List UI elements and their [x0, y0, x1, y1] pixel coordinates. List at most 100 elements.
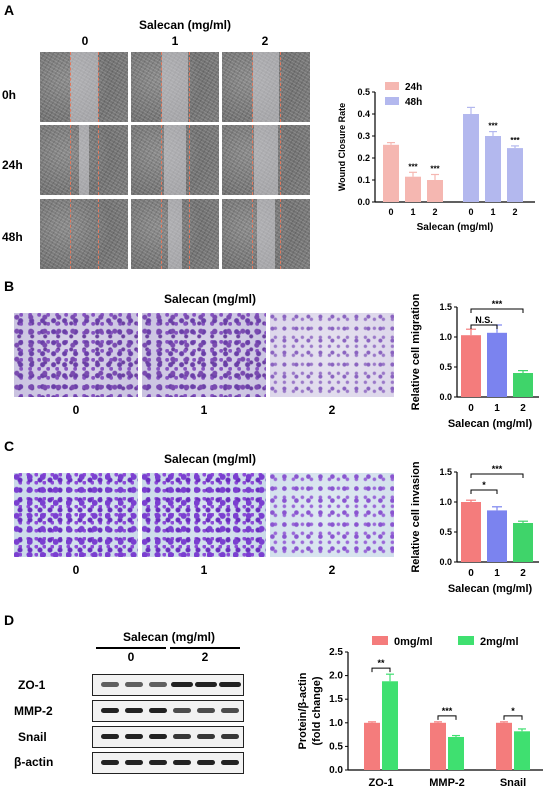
wound-gap	[257, 199, 275, 269]
wound-edge-line	[252, 199, 253, 269]
significance-label: ***	[510, 136, 520, 145]
legend-swatch-2mg/ml	[458, 636, 474, 645]
migration-image-0	[14, 313, 138, 397]
y-tick-label: 1.5	[439, 302, 452, 312]
panel-a-row-24h: 24h	[2, 158, 23, 172]
panel-a-header: Salecan (mg/ml)	[138, 18, 232, 32]
legend-label-2mg/ml: 2mg/ml	[480, 636, 519, 648]
panel-c-col-1: 1	[200, 563, 208, 577]
panel-a-col-0: 0	[81, 34, 89, 48]
wound-gap	[164, 125, 186, 195]
x-tick-label: 1	[494, 568, 500, 579]
y-tick-label: 1.0	[439, 497, 452, 507]
wound-closure-chart: 0.0 0.1 0.2 0.3 0.4 0.5 Wound Closure Rate Sale…	[337, 82, 535, 233]
group-0-label: 0	[127, 650, 135, 664]
wound-edge-line	[280, 52, 281, 122]
significance-bracket	[470, 489, 498, 494]
wound-image-r0-c2	[222, 52, 310, 122]
panel-a-row-0h: 0h	[2, 88, 17, 102]
panel-label-a: A	[4, 2, 15, 18]
wound-edge-line	[189, 199, 190, 269]
protein-label-snail: Snail	[18, 730, 47, 744]
blot-band	[101, 708, 119, 713]
y-axis-title: Relative cell migration	[410, 293, 422, 410]
wound-edge-line	[161, 52, 162, 122]
blot-band	[149, 734, 167, 739]
wound-image-r2-c0	[40, 199, 128, 269]
panel-label-b: B	[4, 278, 15, 294]
x-tick-label: 2	[520, 568, 526, 579]
bar-Snail-2mg/ml	[514, 731, 530, 770]
wound-image-r2-c1	[131, 199, 219, 269]
blot-strip-snail	[92, 726, 244, 748]
panel-b-header: Salecan (mg/ml)	[163, 292, 257, 306]
y-tick-label: 0.0	[329, 765, 343, 776]
blot-band	[195, 682, 217, 687]
y-tick-label: 0.2	[357, 153, 370, 163]
x-tick-label: 0	[468, 568, 474, 579]
blot-band	[171, 682, 193, 687]
y-tick-label: 0.5	[439, 527, 452, 537]
y-tick-label: 0.5	[357, 87, 370, 97]
blot-band	[221, 760, 239, 765]
blot-band	[173, 734, 191, 739]
bar-24h-1	[405, 176, 421, 202]
y-tick-label: 0.3	[357, 131, 370, 141]
x-tick-label: 2	[512, 207, 517, 217]
significance-label: ***	[492, 464, 503, 474]
wound-gap	[254, 125, 278, 195]
significance-label: ***	[488, 122, 498, 131]
bar-Snail-0mg/ml	[496, 722, 512, 770]
significance-label: ***	[442, 706, 453, 716]
bar-48h-1	[485, 136, 501, 202]
wound-image-r1-c0	[40, 125, 128, 195]
bar-0	[461, 502, 481, 562]
invasion-image-0	[14, 473, 138, 557]
wound-edge-line	[98, 52, 99, 122]
wound-edge-line	[280, 199, 281, 269]
protein-fold-change-chart: 0.0 0.5 1.0 1.5 2.0 2.5 Protein/β-actin (fold c…	[297, 636, 543, 789]
x-tick-label: 1	[490, 207, 495, 217]
significance-bracket	[437, 715, 457, 720]
y-tick-label: 0.0	[439, 557, 452, 567]
significance-bracket	[470, 324, 498, 329]
x-tick-label: ZO-1	[368, 777, 393, 789]
x-axis-title: Salecan (mg/ml)	[417, 222, 494, 233]
significance-label: *	[511, 706, 515, 716]
blot-band	[125, 760, 143, 765]
wound-edge-line	[189, 52, 190, 122]
bar-2	[513, 373, 533, 397]
y-axis-title: Relative cell invasion	[410, 461, 422, 573]
panel-a-col-1: 1	[171, 34, 179, 48]
blot-band	[125, 734, 143, 739]
cell-invasion-chart: 0.0 0.5 1.0 1.5 Relative cell invasion Saleca…	[410, 461, 539, 595]
panel-b-col-1: 1	[200, 403, 208, 417]
wound-gap	[79, 125, 89, 195]
wound-image-r1-c1	[131, 125, 219, 195]
protein-label-mmp2: MMP-2	[14, 704, 53, 718]
y-tick-label: 0.0	[357, 197, 370, 207]
bar-MMP-2-2mg/ml	[448, 736, 464, 770]
wound-edge-line	[98, 125, 99, 195]
significance-label: ***	[408, 162, 418, 171]
bar-1	[487, 510, 507, 562]
y-tick-label: 1.0	[329, 718, 343, 729]
significance-label: ***	[430, 165, 440, 174]
bar-1	[487, 332, 507, 397]
blot-band	[173, 708, 191, 713]
x-tick-label: 0	[388, 207, 393, 217]
y-tick-label: 0.0	[439, 392, 452, 402]
blot-band	[125, 708, 143, 713]
y-tick-label: 0.1	[357, 175, 370, 185]
significance-bracket	[371, 667, 391, 673]
panel-b-col-0: 0	[72, 403, 80, 417]
panel-a-row-48h: 48h	[2, 230, 23, 244]
invasion-image-1	[142, 473, 266, 557]
x-axis-title: Salecan (mg/ml)	[448, 418, 533, 430]
panel-c-col-0: 0	[72, 563, 80, 577]
blot-band	[149, 708, 167, 713]
significance-label: *	[482, 480, 486, 490]
wound-edge-line	[252, 125, 253, 195]
significance-bracket	[470, 473, 524, 478]
wound-edge-line	[252, 52, 253, 122]
